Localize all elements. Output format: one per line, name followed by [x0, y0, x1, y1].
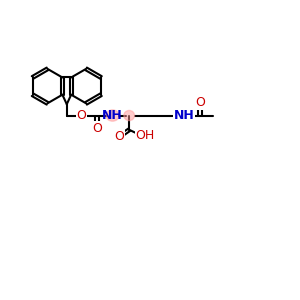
Text: O: O: [92, 122, 102, 135]
Ellipse shape: [106, 110, 119, 121]
Ellipse shape: [124, 110, 134, 121]
Text: O: O: [114, 130, 124, 143]
Text: OH: OH: [135, 129, 154, 142]
Text: O: O: [195, 96, 205, 109]
Text: NH: NH: [102, 109, 123, 122]
Text: O: O: [77, 109, 87, 122]
Text: NH: NH: [174, 109, 195, 122]
